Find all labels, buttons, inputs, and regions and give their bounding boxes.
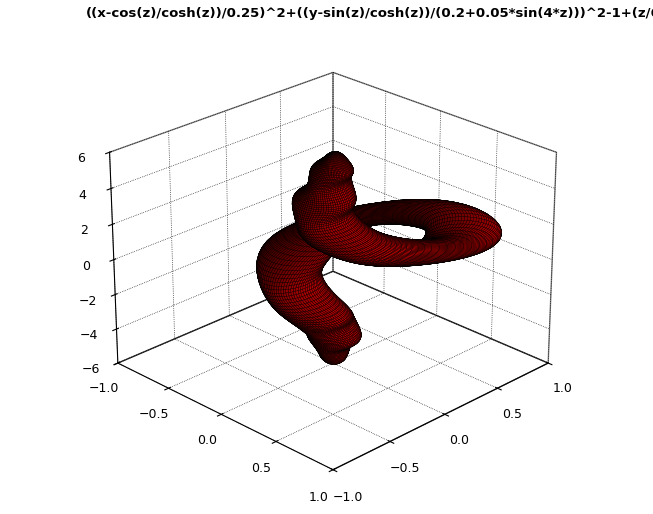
Text: ((x-cos(z)/cosh(z))/0.25)^2+((y-sin(z)/cosh(z))/(0.2+0.05*sin(4*z)))^2-1+(z/6)^2: ((x-cos(z)/cosh(z))/0.25)^2+((y-sin(z)/c…	[86, 7, 653, 20]
